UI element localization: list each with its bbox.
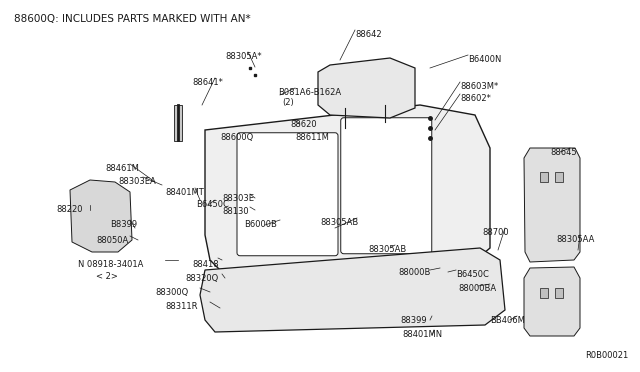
Bar	[540, 172, 548, 182]
Text: N 08918-3401A: N 08918-3401A	[78, 260, 143, 269]
Text: 88311R: 88311R	[165, 302, 198, 311]
FancyBboxPatch shape	[340, 118, 432, 254]
Text: 88401MN: 88401MN	[402, 330, 442, 339]
FancyBboxPatch shape	[237, 133, 338, 256]
Polygon shape	[240, 135, 335, 252]
Text: B6450C: B6450C	[456, 270, 489, 279]
Text: 88611M: 88611M	[295, 133, 329, 142]
Polygon shape	[524, 267, 580, 336]
Text: B6000B: B6000B	[244, 220, 277, 229]
Text: BB406M: BB406M	[490, 316, 525, 325]
Polygon shape	[345, 120, 430, 250]
Text: 88050A: 88050A	[96, 236, 128, 245]
Text: R0B00021: R0B00021	[585, 351, 628, 360]
Text: 88641*: 88641*	[192, 78, 223, 87]
Text: 88645: 88645	[550, 148, 577, 157]
Text: B6400N: B6400N	[468, 55, 501, 64]
Polygon shape	[205, 105, 490, 275]
Text: 88642: 88642	[355, 30, 381, 39]
Text: 88461M: 88461M	[105, 164, 139, 173]
Text: 88220: 88220	[56, 205, 83, 214]
Text: < 2>: < 2>	[96, 272, 118, 281]
Text: 88000B: 88000B	[398, 268, 430, 277]
Text: 88303EA: 88303EA	[118, 177, 156, 186]
Text: 88603M*: 88603M*	[460, 82, 499, 91]
Text: 88700: 88700	[482, 228, 509, 237]
Text: 88320Q: 88320Q	[185, 274, 218, 283]
Text: 88399: 88399	[400, 316, 427, 325]
Text: 88305AB: 88305AB	[368, 245, 406, 254]
Polygon shape	[524, 148, 580, 262]
Text: 88401MT: 88401MT	[165, 188, 204, 197]
Text: 88602*: 88602*	[460, 94, 491, 103]
Text: 88300Q: 88300Q	[155, 288, 188, 297]
Text: B6450C: B6450C	[196, 200, 229, 209]
Text: 88418: 88418	[192, 260, 219, 269]
Bar	[555, 288, 563, 298]
Text: 88305AA: 88305AA	[556, 235, 595, 244]
Text: 88305A*: 88305A*	[225, 52, 262, 61]
Text: (2): (2)	[282, 98, 294, 107]
Polygon shape	[200, 248, 505, 332]
Text: 88600Q: INCLUDES PARTS MARKED WITH AN*: 88600Q: INCLUDES PARTS MARKED WITH AN*	[14, 14, 251, 24]
Text: B8399: B8399	[110, 220, 137, 229]
Bar	[540, 288, 548, 298]
Polygon shape	[70, 180, 132, 252]
Text: 88000BA: 88000BA	[458, 284, 496, 293]
Polygon shape	[318, 58, 415, 118]
Text: 88130: 88130	[222, 207, 248, 216]
Text: B081A6-B162A: B081A6-B162A	[278, 88, 341, 97]
Text: 88600Q: 88600Q	[220, 133, 253, 142]
Text: 88303E: 88303E	[222, 194, 254, 203]
Bar	[174, 105, 182, 141]
Text: 88620: 88620	[290, 120, 317, 129]
Bar	[555, 172, 563, 182]
Text: 88305AB: 88305AB	[320, 218, 358, 227]
